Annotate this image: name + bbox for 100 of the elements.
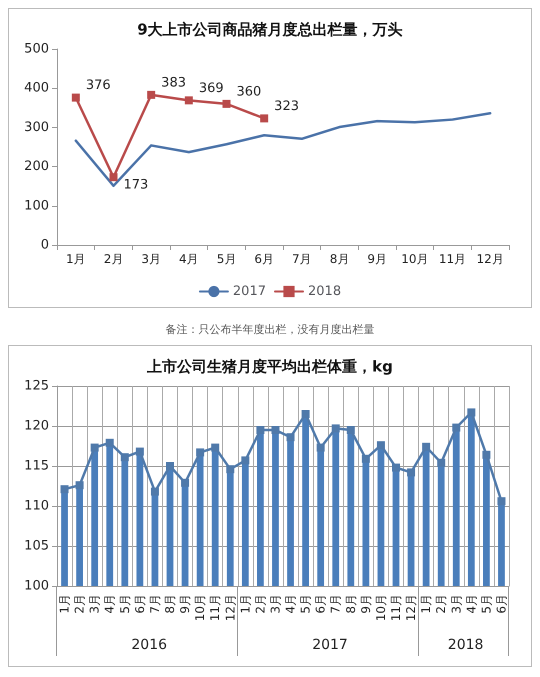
x-tick-label: 5月: [118, 594, 132, 614]
x-tick-label: 12月: [404, 594, 418, 622]
x-tick-label: 1月: [238, 594, 252, 614]
data-label: 173: [124, 178, 148, 193]
point: [302, 410, 310, 418]
text: 2016: [131, 637, 168, 653]
data-label: 376: [86, 78, 111, 94]
x-tick-label: 1月: [58, 594, 72, 614]
point: [407, 468, 416, 476]
x-tick-label: 1月: [419, 594, 434, 614]
text: 备注：只公布半年度出栏，没有月度出栏量: [164, 322, 376, 337]
x-tick-label: 3月: [88, 594, 102, 614]
point: [222, 100, 230, 108]
x-tick-label: 6月: [494, 594, 508, 614]
x-tick-label: 3月: [268, 594, 282, 614]
x-tick-label: 5月: [479, 594, 494, 614]
x-tick-label: 1月: [66, 252, 86, 266]
x-tick-label: 6月: [254, 252, 274, 266]
point: [110, 173, 118, 182]
point: [286, 433, 295, 442]
point: [106, 438, 114, 447]
point: [346, 426, 355, 434]
data-label: 383: [161, 75, 186, 90]
chart-title: 上市公司生猪月度平均出栏体重，kg: [146, 358, 393, 376]
x-tick-label: 5月: [216, 252, 236, 266]
y-tick-label: 100: [24, 198, 49, 214]
x-tick-label: 2月: [104, 252, 124, 266]
data-label: 323: [274, 98, 299, 114]
y-tick-label: 200: [24, 159, 49, 174]
point: [452, 424, 460, 432]
x-tick-label: 11月: [389, 594, 403, 622]
point: [120, 453, 129, 462]
y-tick-label: 110: [24, 498, 49, 514]
x-tick-label: 6月: [132, 594, 147, 614]
y-tick-label: 125: [24, 378, 49, 394]
point: [226, 465, 234, 474]
point: [316, 444, 325, 452]
x-tick-label: 7月: [328, 594, 343, 614]
x-tick-label: 4月: [284, 594, 298, 614]
point: [184, 96, 193, 104]
y-tick-label: 105: [24, 538, 49, 554]
point: [392, 464, 400, 472]
point: [482, 450, 490, 459]
point: [256, 426, 264, 434]
x-tick-label: 9月: [367, 252, 387, 266]
point: [60, 485, 69, 494]
point: [332, 424, 340, 432]
point: [497, 497, 506, 506]
x-tick-label: 10月: [374, 594, 388, 622]
text: 2018: [448, 637, 484, 653]
point: [72, 94, 80, 102]
x-tick-label: 11月: [208, 594, 222, 622]
x-tick-label: 10月: [193, 594, 208, 622]
point: [271, 426, 280, 434]
x-tick-label: 11月: [438, 252, 466, 266]
y-tick-label: 0: [40, 238, 49, 252]
point: [362, 454, 370, 463]
x-tick-label: 7月: [148, 594, 162, 614]
x-tick-label: 6月: [314, 594, 328, 614]
point: [196, 448, 204, 456]
y-tick-label: 120: [24, 418, 49, 434]
data-label: 369: [198, 80, 224, 96]
x-tick-label: 9月: [358, 594, 373, 614]
y-tick-label: 400: [24, 80, 49, 96]
chart-title: 9大上市公司商品猪月度总出栏量，万头: [137, 20, 403, 38]
x-tick-label: 12月: [223, 594, 238, 622]
line-series: [74, 112, 492, 188]
point: [376, 441, 385, 450]
y-tick-label: 500: [24, 42, 49, 56]
x-tick-label: 3月: [449, 594, 464, 614]
point: [260, 114, 268, 122]
x-tick-label: 5月: [298, 594, 313, 614]
x-tick-label: 3月: [141, 252, 161, 266]
y-tick-label: 100: [24, 578, 49, 594]
x-tick-label: 8月: [344, 594, 358, 614]
x-tick-label: 4月: [102, 594, 117, 614]
x-tick-label: 8月: [163, 594, 177, 614]
x-tick-label: 4月: [179, 252, 199, 266]
point: [147, 90, 156, 99]
x-tick-label: 7月: [292, 252, 312, 266]
x-tick-label: 8月: [330, 252, 350, 266]
point: [241, 456, 250, 464]
data-label: 360: [236, 84, 262, 100]
x-tick-label: 2月: [434, 594, 448, 614]
point: [181, 478, 190, 487]
legend-label: 2018: [308, 284, 342, 299]
text: 2017: [312, 637, 348, 653]
y-tick-label: 300: [24, 120, 49, 135]
legend-label: 2017: [232, 284, 266, 299]
x-tick-label: 2月: [253, 594, 268, 614]
point: [422, 442, 430, 451]
point: [90, 444, 99, 452]
x-tick-label: 12月: [476, 252, 504, 266]
point: [76, 481, 84, 490]
point: [166, 462, 174, 470]
x-tick-label: 2月: [72, 594, 87, 614]
x-tick-label: 10月: [401, 252, 428, 266]
x-tick-label: 9月: [178, 594, 192, 614]
y-tick-label: 115: [24, 458, 49, 474]
point: [467, 408, 476, 416]
